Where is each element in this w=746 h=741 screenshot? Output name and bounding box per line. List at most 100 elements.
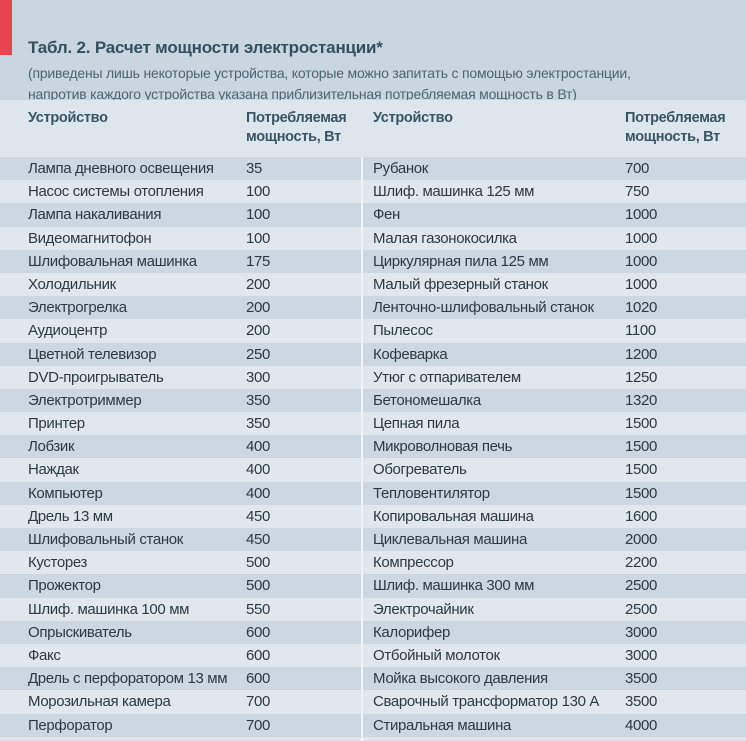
table-row: Цветной телевизор 250 Кофеварка 1200 [0,342,746,366]
device-name: Насос системы отопления [28,183,204,201]
subtitle-line: напротив каждого устройства указана приб… [28,86,577,102]
power-value: 350 [246,415,270,433]
power-value: 3000 [625,646,657,664]
device-name: Наждак [28,461,79,479]
header-power-line1: Потребляемая [246,110,347,126]
power-value: 2500 [625,577,657,595]
table-row: DVD-проигрыватель 300 Утюг с отпаривателем… [0,365,746,389]
device-name: Шлиф. машинка 125 мм [373,183,535,201]
power-value: 200 [246,322,270,340]
table-row: Кусторез 500 Компрессор 2200 [0,551,746,575]
table-subtitle: (приведены лишь некоторые устройства, ко… [28,63,738,105]
power-value: 200 [246,275,270,293]
power-value: 3500 [625,670,657,688]
device-name: Шлифовальная машинка [28,252,197,270]
power-value: 1500 [625,484,657,502]
device-name: Фен [373,206,400,224]
table-row: Аудиоцентр 200 Пылесос 1100 [0,319,746,343]
power-value: 35 [246,160,262,177]
header-power-line2: мощность, Вт [625,129,720,145]
device-name: Шлиф. машинка 300 мм [373,577,535,595]
power-value: 1500 [625,438,657,456]
device-name: Пылесос [373,322,433,340]
power-value: 250 [246,345,270,363]
power-value: 600 [246,623,270,641]
device-name: Электрочайник [373,600,474,618]
header-power-line2: мощность, Вт [246,129,341,145]
device-name: Циркулярная пила 125 мм [373,252,549,270]
table-row: Насос системы отопления 100 Шлиф. машинка … [0,180,746,204]
power-value: 175 [246,252,270,270]
column-headers: Устройство Потребляемая мощность, Вт Уст… [0,100,746,157]
device-name: Электротриммер [28,391,142,409]
power-value: 1500 [625,415,657,433]
power-value: 500 [246,577,270,595]
device-name: Калорифер [373,623,450,641]
power-value: 1000 [625,206,657,224]
device-name: Компрессор [373,554,454,572]
device-name: Микроволновая печь [373,438,513,456]
device-name: Дрель 13 мм [28,507,113,525]
table-row: Компьютер 400 Тепловентилятор 1500 [0,481,746,505]
power-value: 700 [246,716,270,734]
table-row: Лобзик 400 Микроволновая печь 1500 [0,435,746,459]
power-value: 3500 [625,693,657,711]
power-value: 100 [246,183,270,201]
device-name: Шлифовальный станок [28,531,183,548]
accent-bar [0,0,12,55]
power-value: 300 [246,368,270,386]
device-name: Рубанок [373,160,429,177]
device-name: Лампа накаливания [28,206,162,224]
subtitle-line: (приведены лишь некоторые устройства, ко… [28,65,631,81]
device-name: Шлиф. машинка 100 мм [28,600,190,618]
device-name: Морозильная камера [28,693,171,711]
device-name: Бетономешалка [373,391,481,409]
power-value: 1000 [625,229,657,247]
power-value: 2200 [625,554,657,572]
power-value: 1200 [625,345,657,363]
device-name: Лампа дневного освещения [28,160,214,177]
table-row: Шлифовальный станок 450 Циклевальная машин… [0,528,746,552]
table-row: Электротриммер 350 Бетономешалка 1320 [0,388,746,413]
table-row: Электрогрелка 200 Ленточно-шлифовальный ст… [0,296,746,320]
device-name: Циклевальная машина [373,531,527,548]
device-name: Кусторез [28,554,88,572]
device-name: Малая газонокосилка [373,229,517,247]
power-value: 100 [246,229,270,247]
power-value: 3000 [625,623,657,641]
table-row: Шлифовальная машинка 175 Циркулярная пила … [0,249,746,273]
device-name: Электрогрелка [28,299,127,317]
device-name: Сварочный трансформатор 130 А [373,693,600,711]
device-name: Цветной телевизор [28,345,157,363]
power-value: 400 [246,438,270,456]
power-value: 1500 [625,461,657,479]
power-value: 200 [246,299,270,317]
table-body: Лампа дневного освещения 35 Рубанок 700 Насо… [0,157,746,737]
power-value: 350 [246,391,270,409]
table-row: Дрель с перфоратором 13 мм 600 Мойка высок… [0,667,746,691]
device-name: DVD-проигрыватель [28,368,164,386]
power-value: 1100 [625,322,656,340]
table-row: Лампа накаливания 100 Фен 1000 [0,203,746,227]
table-row: Шлиф. машинка 100 мм 550 Электрочайник 2500 [0,597,746,621]
device-name: Ленточно-шлифовальный станок [373,299,594,317]
power-value: 1320 [625,391,657,409]
power-value: 1600 [625,507,657,525]
power-value: 700 [625,160,649,177]
device-name: Мойка высокого давления [373,670,548,688]
device-name: Кофеварка [373,345,448,363]
table-row: Дрель 13 мм 450 Копировальная машина 1600 [0,504,746,528]
power-value: 1000 [625,252,657,270]
header-power-right: Потребляемая мощность, Вт [625,109,726,147]
header-device-right: Устройство [373,110,453,126]
device-name: Опрыскиватель [28,623,132,641]
power-value: 1250 [625,368,657,386]
device-name: Стиральная машина [373,716,511,734]
table-title: Табл. 2. Расчет мощности электростанции* [28,38,383,57]
device-name: Перфоратор [28,716,113,734]
header-device-left: Устройство [28,110,108,126]
device-name: Цепная пила [373,415,460,433]
power-value: 550 [246,600,270,618]
table-row: Холодильник 200 Малый фрезерный станок 1000 [0,272,746,297]
table-row: Прожектор 500 Шлиф. машинка 300 мм 2500 [0,574,746,598]
